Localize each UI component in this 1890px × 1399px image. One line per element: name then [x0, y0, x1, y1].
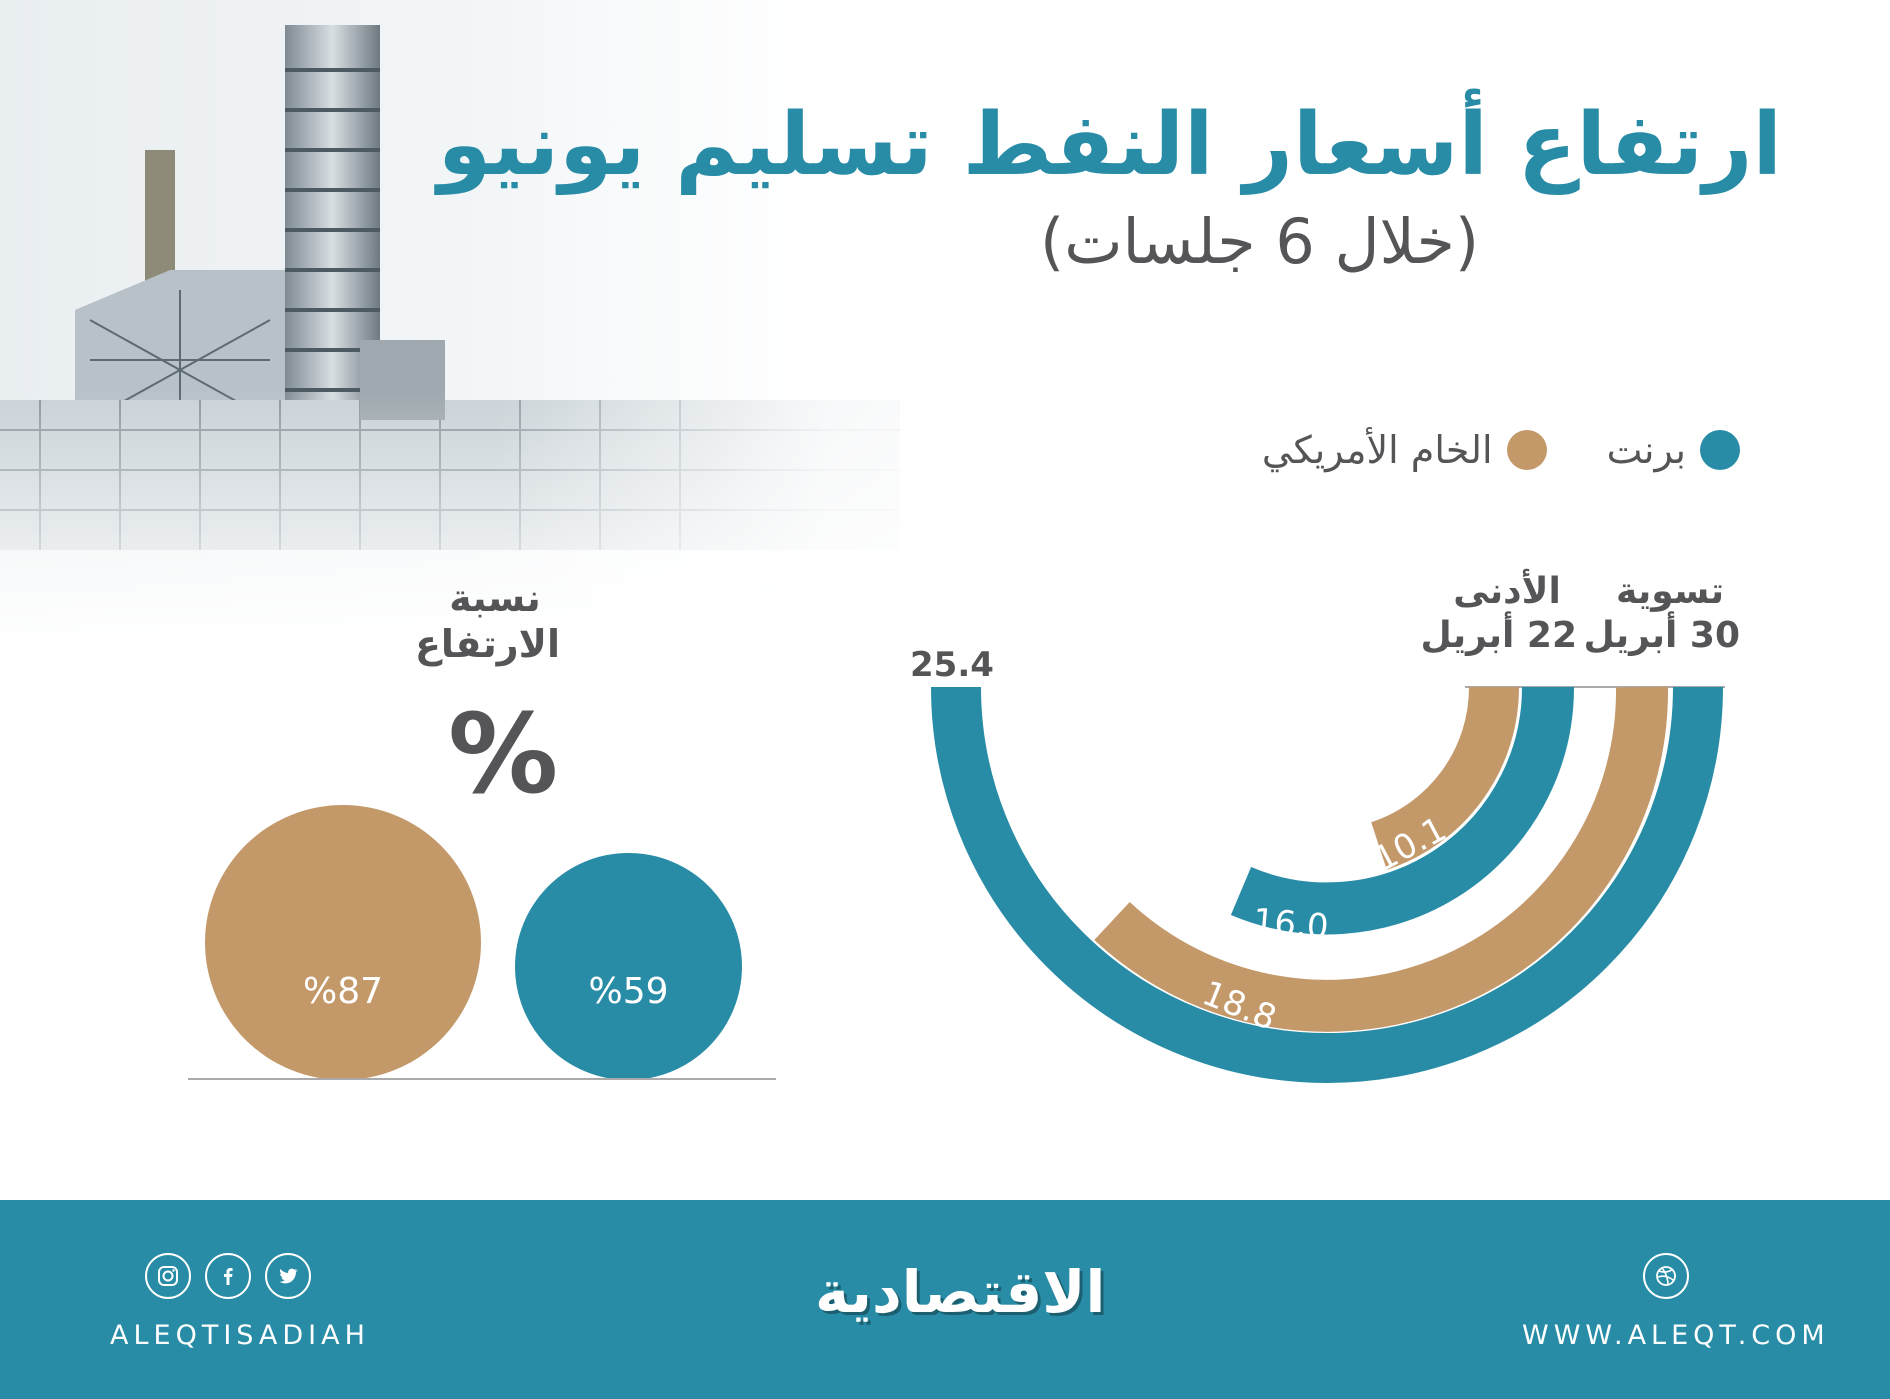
social-handle[interactable]: ALEQTISADIAH: [110, 1320, 370, 1351]
bubble-us-crude-label: %87: [302, 971, 383, 1012]
settlement-heading-line2: 30 أبريل: [1583, 615, 1740, 656]
bubble-brent: %59: [515, 853, 742, 1080]
column-heading-low: الأدنى 22 أبريل: [1420, 570, 1577, 658]
page-title: ارتفاع أسعار النفط تسليم يونيو: [437, 95, 1783, 195]
column-heading-settlement: تسوية 30 أبريل: [1583, 570, 1740, 658]
dribbble-icon[interactable]: [1643, 1253, 1689, 1299]
label-us-settle: 18.8: [1197, 973, 1282, 1038]
footer-bar: [0, 1200, 1890, 1399]
legend-item-us-crude: الخام الأمريكي: [1262, 428, 1547, 472]
us-crude-color-dot-icon: [1506, 430, 1547, 470]
arc-brent-settle: [931, 686, 1723, 1083]
publication-logo: الاقتصادية: [815, 1258, 1106, 1326]
page-subtitle: (خلال 6 جلسات): [1040, 205, 1480, 278]
arc-brent-low: [1230, 686, 1575, 935]
label-brent-low: 16.0: [1251, 901, 1330, 947]
rise-heading: نسبة الارتفاع: [414, 575, 560, 667]
social-links: [145, 1253, 311, 1299]
bubble-baseline: [188, 1078, 776, 1080]
rise-heading-line2: الارتفاع: [414, 622, 560, 666]
facebook-icon[interactable]: [205, 1253, 251, 1299]
arc-us-low: [1370, 686, 1520, 870]
twitter-icon[interactable]: [265, 1253, 311, 1299]
background-fade-overlay: [0, 0, 1100, 650]
arc-us-settle: [1094, 686, 1669, 1032]
label-brent-settle: 25.4: [910, 645, 994, 685]
settlement-heading-line1: تسوية: [1615, 571, 1725, 612]
legend-item-brent: برنت: [1607, 428, 1740, 472]
legend-label-brent: برنت: [1606, 428, 1686, 472]
bubble-brent-label: %59: [588, 971, 669, 1012]
low-heading-line2: 22 أبريل: [1420, 615, 1577, 656]
chart-legend: برنت الخام الأمريكي: [1262, 428, 1740, 472]
low-heading-line1: الأدنى: [1453, 571, 1561, 612]
instagram-icon[interactable]: [145, 1253, 191, 1299]
legend-label-us-crude: الخام الأمريكي: [1261, 428, 1493, 472]
label-us-low: 10.1: [1367, 809, 1453, 880]
rise-heading-line1: نسبة: [449, 576, 541, 620]
brent-color-dot-icon: [1700, 430, 1740, 470]
bubble-us-crude: %87: [205, 805, 481, 1080]
percent-symbol: %: [448, 690, 559, 818]
website-url[interactable]: WWW.ALEQT.COM: [1522, 1320, 1830, 1351]
